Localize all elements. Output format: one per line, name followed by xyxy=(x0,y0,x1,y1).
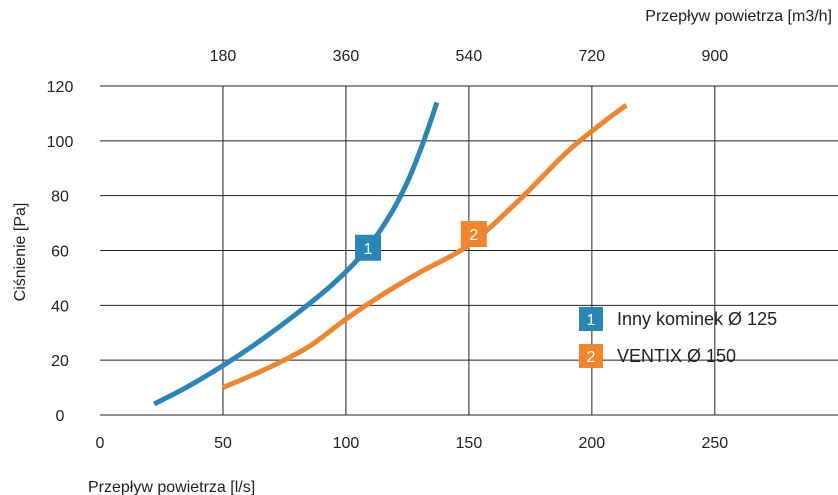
y-tick-label: 40 xyxy=(51,298,69,315)
legend-badge-2 xyxy=(579,344,603,368)
legend-item-1: 1 Inny kominek Ø 125 xyxy=(579,307,777,331)
series-line-2 xyxy=(221,103,628,390)
legend-item-2: 2 VENTIX Ø 150 xyxy=(579,344,736,368)
legend-badge-2-label: 2 xyxy=(587,349,596,366)
legend-label-2: VENTIX Ø 150 xyxy=(617,346,736,366)
y-tick-label: 0 xyxy=(56,408,65,425)
series-line-1 xyxy=(152,101,440,407)
x-tick-label: 200 xyxy=(579,435,606,452)
y-axis-title: Ciśnienie [Pa] xyxy=(12,203,29,302)
legend-badge-1-label: 1 xyxy=(587,312,596,329)
legend: 1 Inny kominek Ø 125 2 VENTIX Ø 150 xyxy=(579,307,777,368)
series-lines xyxy=(152,101,628,407)
x-tick-label: 50 xyxy=(214,435,232,452)
x2-tick-label: 720 xyxy=(579,48,606,65)
series-badge-2-label: 2 xyxy=(469,227,478,244)
grid xyxy=(100,85,838,416)
y-tick-label: 120 xyxy=(47,79,74,96)
y-tick-label: 20 xyxy=(51,353,69,370)
tick-labels: 0 20 40 60 80 100 120 0 50 100 150 200 250 180 360 540 7… xyxy=(47,48,729,452)
series-badge-2 xyxy=(460,221,487,248)
series-badge-1 xyxy=(355,234,382,261)
x-tick-label: 150 xyxy=(456,435,483,452)
series-badge-1-label: 1 xyxy=(364,241,373,258)
x2-tick-label: 900 xyxy=(701,48,728,65)
y-tick-label: 80 xyxy=(51,189,69,206)
legend-badge-1 xyxy=(579,307,603,331)
x-tick-label: 100 xyxy=(333,435,360,452)
legend-label-1: Inny kominek Ø 125 xyxy=(617,309,777,329)
x2-tick-label: 360 xyxy=(333,48,360,65)
x-tick-label: 250 xyxy=(701,435,728,452)
top-axis-title: Przepływ powietrza [m3/h] xyxy=(645,8,832,25)
x-tick-label: 0 xyxy=(96,435,105,452)
x2-tick-label: 540 xyxy=(456,48,483,65)
series-badges: 12 xyxy=(355,221,487,261)
bottom-axis-title: Przepływ powietrza [l/s] xyxy=(88,479,255,495)
y-tick-label: 60 xyxy=(51,244,69,261)
y-tick-label: 100 xyxy=(47,134,74,151)
x2-tick-label: 180 xyxy=(210,48,237,65)
